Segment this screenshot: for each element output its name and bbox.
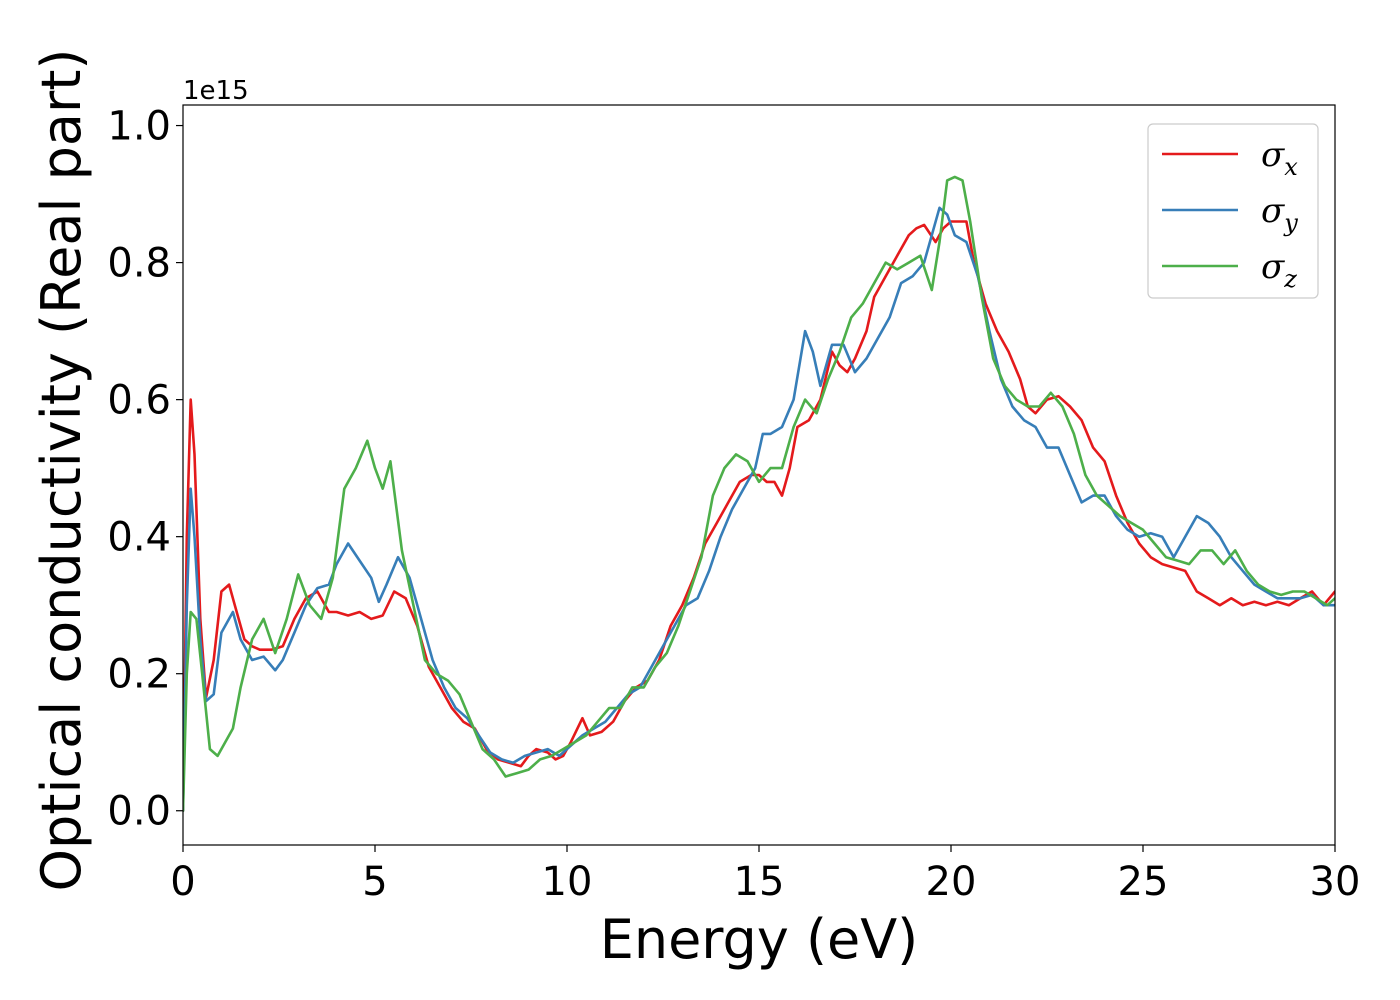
y-axis-label: Optical conductivity (Real part): [30, 49, 93, 892]
legend-label-x: σx: [1261, 135, 1298, 181]
legend-symbol: σ: [1261, 191, 1285, 231]
x-tick-label: 10: [542, 859, 593, 905]
x-tick-label: 5: [362, 859, 387, 905]
y-tick-label: 0.0: [107, 789, 171, 835]
series-line-y: [183, 206, 1335, 813]
legend-subscript: y: [1283, 209, 1298, 237]
y-tick-label: 0.4: [107, 515, 171, 561]
legend-subscript: z: [1283, 265, 1297, 293]
x-axis-label: Energy (eV): [600, 908, 919, 971]
legend-subscript: x: [1284, 153, 1298, 181]
y-axis-multiplier: 1e15: [183, 76, 249, 106]
x-axis-ticks: 0 5 10 15 20 25 30: [170, 845, 1360, 905]
y-tick-label: 1.0: [107, 104, 171, 150]
legend-symbol: σ: [1261, 247, 1285, 287]
y-tick-label: 0.2: [107, 652, 171, 698]
x-tick-label: 25: [1118, 859, 1169, 905]
y-axis-ticks: 0.0 0.2 0.4 0.6 0.8 1.0: [107, 104, 183, 835]
series-layer: [183, 175, 1335, 813]
x-tick-label: 15: [734, 859, 785, 905]
legend-label-y: σy: [1261, 191, 1298, 237]
x-tick-label: 20: [926, 859, 977, 905]
x-tick-label: 0: [170, 859, 195, 905]
series-line-z: [183, 175, 1335, 813]
y-tick-label: 0.8: [107, 241, 171, 287]
legend-symbol: σ: [1261, 135, 1285, 175]
x-tick-label: 30: [1310, 859, 1361, 905]
legend-label-z: σz: [1261, 247, 1297, 293]
y-tick-label: 0.6: [107, 378, 171, 424]
